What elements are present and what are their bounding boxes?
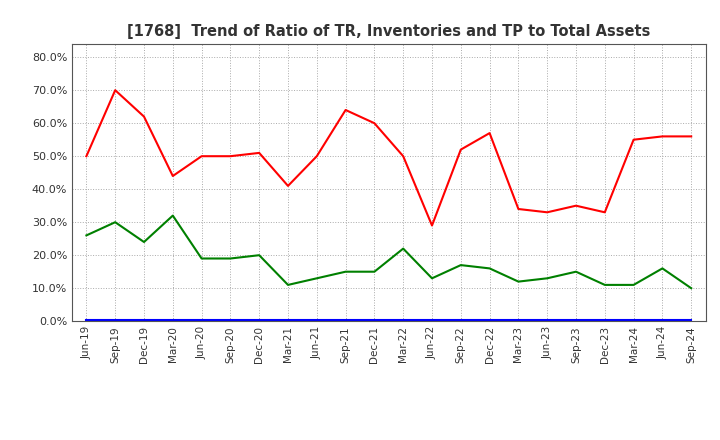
Trade Payables [399,246,408,251]
Trade Payables [543,275,552,281]
Trade Payables [485,266,494,271]
Inventories [255,317,264,322]
Trade Receivables [658,134,667,139]
Trade Payables [312,275,321,281]
Inventories [111,317,120,322]
Inventories [428,317,436,322]
Trade Receivables [197,154,206,159]
Inventories [82,317,91,322]
Trade Receivables [514,206,523,212]
Trade Receivables [140,114,148,119]
Trade Payables [629,282,638,288]
Trade Payables [428,275,436,281]
Trade Receivables [111,88,120,93]
Trade Payables [456,262,465,268]
Trade Receivables [456,147,465,152]
Trade Receivables [168,173,177,179]
Line: Trade Payables: Trade Payables [86,216,691,288]
Trade Payables [111,220,120,225]
Trade Receivables [255,150,264,155]
Trade Payables [197,256,206,261]
Trade Payables [341,269,350,275]
Trade Payables [284,282,292,288]
Line: Trade Receivables: Trade Receivables [86,90,691,225]
Trade Receivables [572,203,580,208]
Inventories [572,317,580,322]
Trade Receivables [600,209,609,215]
Inventories [514,317,523,322]
Inventories [370,317,379,322]
Trade Payables [687,286,696,291]
Trade Payables [226,256,235,261]
Trade Receivables [370,121,379,126]
Inventories [197,317,206,322]
Trade Receivables [629,137,638,142]
Inventories [456,317,465,322]
Trade Payables [572,269,580,275]
Trade Payables [600,282,609,288]
Inventories [658,317,667,322]
Inventories [485,317,494,322]
Inventories [543,317,552,322]
Inventories [687,317,696,322]
Inventories [312,317,321,322]
Trade Receivables [341,107,350,113]
Inventories [140,317,148,322]
Trade Receivables [82,154,91,159]
Inventories [341,317,350,322]
Trade Payables [370,269,379,275]
Trade Receivables [428,223,436,228]
Trade Payables [658,266,667,271]
Inventories [284,317,292,322]
Trade Receivables [284,183,292,188]
Trade Payables [168,213,177,218]
Trade Payables [514,279,523,284]
Trade Receivables [687,134,696,139]
Trade Receivables [312,154,321,159]
Inventories [168,317,177,322]
Inventories [600,317,609,322]
Trade Payables [82,233,91,238]
Trade Receivables [543,209,552,215]
Trade Receivables [485,130,494,136]
Trade Receivables [226,154,235,159]
Inventories [226,317,235,322]
Trade Payables [255,253,264,258]
Inventories [629,317,638,322]
Inventories [399,317,408,322]
Title: [1768]  Trend of Ratio of TR, Inventories and TP to Total Assets: [1768] Trend of Ratio of TR, Inventories… [127,24,650,39]
Trade Receivables [399,154,408,159]
Trade Payables [140,239,148,245]
